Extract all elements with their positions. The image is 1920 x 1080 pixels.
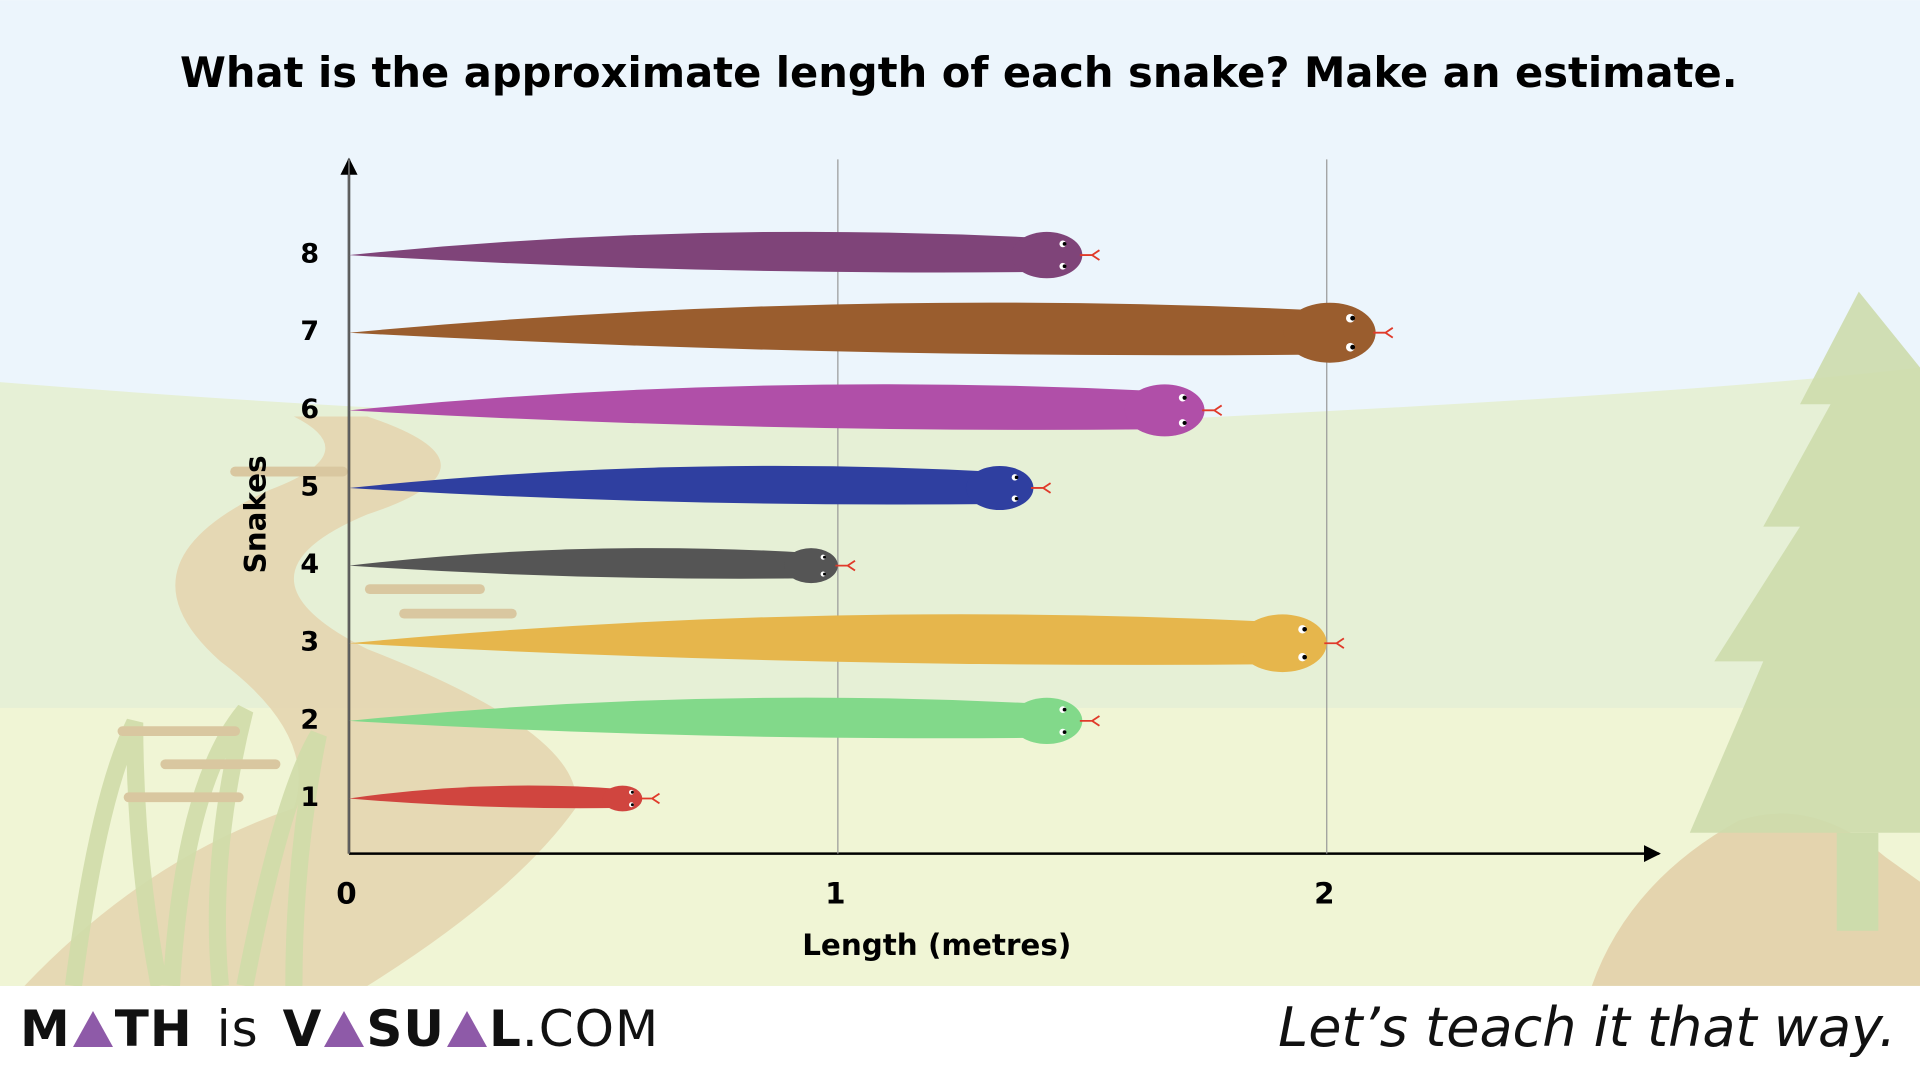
- snake: [348, 384, 1223, 437]
- snake-body: [348, 384, 1165, 430]
- snake-pupil: [1302, 626, 1307, 632]
- snake-tongue: [639, 792, 660, 805]
- snake-pupil: [1350, 315, 1356, 321]
- snake-tongue: [835, 559, 856, 572]
- y-tick-label: 5: [300, 471, 319, 502]
- snake: [348, 548, 856, 584]
- chart-title: What is the approximate length of each s…: [180, 48, 1738, 97]
- chart: What is the approximate length of each s…: [0, 0, 1920, 988]
- snake: [348, 465, 1052, 510]
- logo-part: TH: [114, 1000, 193, 1058]
- snake-pupil: [630, 790, 634, 794]
- snake-body: [348, 614, 1283, 665]
- snake-pupil: [1014, 496, 1019, 501]
- snake-pupil: [1302, 654, 1307, 660]
- x-tick-label: 0: [336, 877, 356, 911]
- snake-pupil: [1062, 264, 1067, 269]
- snake-pupil: [823, 555, 826, 559]
- logo-triangle: [324, 1011, 365, 1047]
- snake-pupil: [630, 803, 634, 807]
- triangle: [324, 1011, 365, 1047]
- logo-part: is: [216, 1000, 259, 1058]
- snake-head: [1238, 614, 1327, 673]
- snake-body: [348, 465, 1000, 505]
- logo-triangle: [72, 1011, 113, 1047]
- snake-pupil: [1182, 420, 1187, 426]
- y-tick-label: 1: [300, 782, 319, 813]
- snake-tongue: [1079, 715, 1100, 727]
- triangle: [72, 1011, 113, 1047]
- tagline: Let’s teach it that way.: [1278, 996, 1896, 1059]
- snake-head: [602, 785, 643, 812]
- snake: [348, 785, 660, 812]
- snake-tongue: [1079, 249, 1100, 261]
- snake-body: [348, 785, 623, 809]
- snake: [348, 614, 1345, 673]
- x-axis-label: Length (metres): [802, 928, 1071, 962]
- snake-head: [965, 465, 1034, 510]
- snake-tongue: [1030, 482, 1052, 494]
- y-tick-label: 7: [300, 316, 319, 347]
- snake-body: [348, 697, 1047, 739]
- y-tick-label: 4: [300, 549, 319, 580]
- footer: M TH is V SU L .COM Let’s teach it that way.: [0, 986, 1920, 1080]
- snake-head: [1011, 231, 1083, 279]
- x-tick-label: 1: [825, 877, 845, 911]
- snake-pupil: [823, 572, 826, 576]
- x-tick-label: 2: [1314, 877, 1334, 911]
- snake-head: [1124, 384, 1205, 437]
- snake-pupil: [1014, 475, 1019, 480]
- snake-pupil: [1062, 707, 1067, 712]
- snake-tongue: [1324, 637, 1345, 649]
- snake-body: [348, 302, 1330, 356]
- snake-tongue: [1373, 327, 1394, 339]
- y-tick-label: 2: [300, 704, 319, 735]
- y-tick-label: 6: [300, 394, 319, 425]
- y-tick-label: 8: [300, 239, 319, 270]
- logo: M TH is V SU L .COM: [20, 1000, 659, 1058]
- logo-triangle: [447, 1011, 487, 1047]
- snake-tongue: [1202, 404, 1223, 417]
- logo-part: SU: [366, 1000, 445, 1058]
- snake-pupil: [1182, 395, 1187, 400]
- logo-part: .COM: [521, 1000, 660, 1058]
- logo-part: V: [282, 1000, 323, 1058]
- snake-head: [1283, 302, 1376, 363]
- snake-head: [1011, 697, 1083, 745]
- snake-pupil: [1062, 242, 1067, 246]
- snake: [348, 697, 1100, 745]
- snake-head: [784, 548, 838, 584]
- snake: [348, 302, 1394, 363]
- snake-pupil: [1062, 730, 1067, 734]
- triangle: [447, 1011, 487, 1047]
- logo-part: M: [20, 1000, 71, 1058]
- y-tick-label: 3: [300, 627, 319, 658]
- snake: [348, 231, 1100, 279]
- snake-pupil: [1350, 344, 1356, 350]
- logo-part: L: [489, 1000, 522, 1058]
- y-axis-label: Snakes: [239, 455, 273, 573]
- snake-body: [348, 548, 812, 579]
- background: [0, 0, 1920, 988]
- snake-body: [348, 231, 1047, 273]
